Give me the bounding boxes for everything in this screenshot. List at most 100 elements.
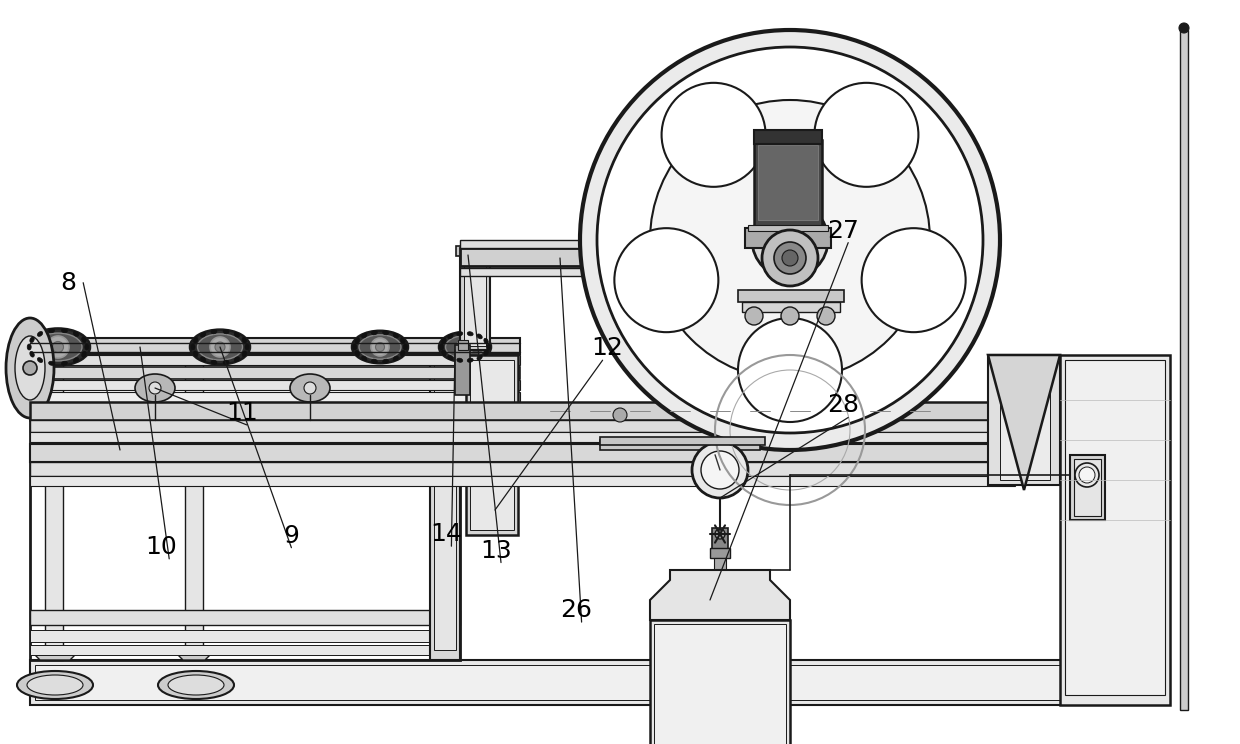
Bar: [466, 355, 518, 535]
Circle shape: [1079, 467, 1095, 483]
Bar: [738, 290, 844, 302]
Bar: [430, 350, 460, 660]
Circle shape: [738, 318, 842, 422]
Ellipse shape: [484, 339, 489, 344]
Ellipse shape: [448, 355, 453, 360]
Circle shape: [817, 307, 835, 325]
Ellipse shape: [441, 350, 446, 356]
Bar: [30, 380, 520, 390]
Polygon shape: [999, 360, 1050, 480]
Ellipse shape: [467, 332, 474, 336]
Circle shape: [304, 382, 316, 394]
Bar: [714, 558, 725, 572]
Circle shape: [701, 451, 739, 489]
Bar: [30, 367, 520, 379]
Text: 28: 28: [827, 394, 859, 417]
Bar: [30, 476, 1016, 486]
Bar: [30, 610, 460, 625]
Bar: [30, 392, 520, 402]
Ellipse shape: [73, 332, 78, 336]
Bar: [748, 225, 828, 231]
Ellipse shape: [439, 332, 491, 362]
Ellipse shape: [246, 344, 249, 350]
Ellipse shape: [401, 350, 405, 356]
Bar: [754, 130, 822, 144]
Ellipse shape: [353, 344, 357, 350]
Ellipse shape: [441, 339, 446, 344]
Circle shape: [763, 230, 818, 286]
Ellipse shape: [362, 356, 367, 361]
Ellipse shape: [445, 336, 485, 359]
Circle shape: [210, 337, 229, 357]
Text: 27: 27: [827, 219, 859, 243]
Text: 9: 9: [284, 524, 299, 548]
Circle shape: [614, 228, 718, 332]
Ellipse shape: [448, 334, 453, 339]
Circle shape: [692, 442, 748, 498]
Text: 10: 10: [145, 535, 177, 559]
Circle shape: [461, 343, 469, 351]
Bar: [30, 355, 520, 365]
Bar: [456, 246, 494, 256]
Ellipse shape: [17, 671, 93, 699]
Ellipse shape: [201, 333, 206, 337]
Bar: [434, 355, 456, 650]
Ellipse shape: [62, 329, 67, 333]
Bar: [35, 665, 1166, 700]
Text: 12: 12: [591, 336, 624, 360]
Circle shape: [52, 341, 63, 353]
Ellipse shape: [167, 675, 224, 695]
Text: 13: 13: [480, 539, 512, 562]
Ellipse shape: [383, 330, 388, 335]
Ellipse shape: [27, 344, 31, 350]
Circle shape: [774, 242, 806, 274]
Polygon shape: [988, 355, 1060, 490]
Ellipse shape: [30, 337, 35, 342]
Circle shape: [580, 30, 999, 450]
Ellipse shape: [84, 344, 89, 350]
Bar: [460, 250, 490, 350]
Bar: [1065, 360, 1166, 695]
Bar: [460, 268, 839, 276]
Ellipse shape: [456, 358, 463, 362]
Ellipse shape: [37, 358, 42, 362]
Circle shape: [47, 336, 69, 358]
Ellipse shape: [211, 330, 217, 334]
Circle shape: [715, 529, 725, 539]
Circle shape: [693, 408, 707, 422]
Ellipse shape: [27, 675, 83, 695]
Ellipse shape: [48, 329, 55, 333]
Bar: [460, 248, 839, 266]
Bar: [30, 338, 520, 354]
Ellipse shape: [456, 332, 463, 336]
Bar: [30, 462, 1016, 476]
Ellipse shape: [477, 334, 482, 339]
Bar: [1180, 30, 1188, 710]
Bar: [754, 140, 822, 230]
Text: 26: 26: [560, 598, 593, 622]
Circle shape: [376, 342, 384, 351]
Bar: [185, 350, 203, 660]
Ellipse shape: [82, 351, 86, 357]
Bar: [711, 548, 730, 558]
Circle shape: [781, 307, 799, 325]
Ellipse shape: [401, 338, 405, 344]
Circle shape: [24, 361, 37, 375]
Ellipse shape: [37, 332, 42, 336]
Ellipse shape: [48, 362, 55, 365]
Circle shape: [773, 408, 787, 422]
Circle shape: [650, 100, 930, 380]
Ellipse shape: [484, 350, 489, 356]
Bar: [836, 244, 856, 294]
Ellipse shape: [360, 335, 401, 359]
Bar: [30, 660, 1171, 705]
Ellipse shape: [26, 328, 91, 365]
Ellipse shape: [440, 344, 444, 350]
Bar: [30, 402, 1016, 420]
Ellipse shape: [223, 330, 229, 334]
Circle shape: [745, 307, 763, 325]
Ellipse shape: [355, 350, 360, 356]
Ellipse shape: [193, 351, 198, 356]
Ellipse shape: [193, 337, 198, 343]
Bar: [470, 360, 515, 530]
